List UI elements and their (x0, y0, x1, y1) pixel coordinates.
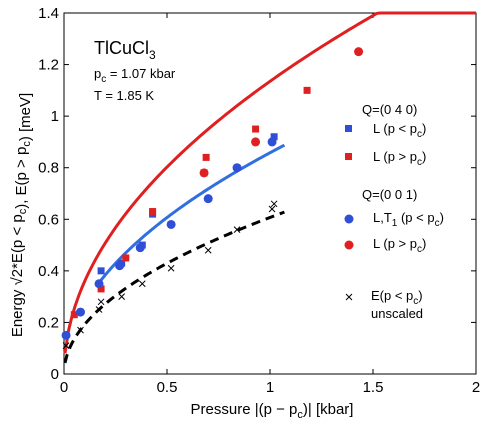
legend-marker-circle-blue (344, 214, 354, 224)
legend-group2-title: Q=(0 0 1) (362, 187, 417, 202)
legend-group1-title: Q=(0 4 0) (362, 102, 417, 117)
marker-square (97, 267, 105, 275)
y-tick-label: 0.6 (38, 211, 59, 228)
data-markers (61, 47, 364, 349)
fit-curve-1 (97, 143, 286, 284)
marker-square (252, 125, 260, 133)
legend-L-pc-gt-040: L (p > pc) (373, 149, 426, 168)
marker-x (204, 246, 212, 254)
marker-x (268, 205, 276, 213)
marker-circle (135, 243, 145, 253)
marker-circle (267, 137, 277, 147)
x-tick-label: 0.5 (157, 379, 178, 396)
marker-circle (75, 307, 85, 317)
y-tick-label: 0.4 (38, 263, 59, 280)
compound-annotation: TlCuCl3 (94, 38, 156, 62)
pc-annotation: pc = 1.07 kbar (94, 66, 176, 85)
marker-circle (94, 279, 104, 289)
y-axis-label: Energy √2*E(p < pc), E(p > pc) [meV] (9, 93, 34, 337)
legend-marker-circle-red (344, 240, 354, 250)
y-tick-label: 1.2 (38, 57, 59, 74)
legend-LT1-pc-lt-001: L,T1 (p < pc) (373, 210, 444, 229)
marker-circle (166, 219, 176, 229)
x-axis-label: Pressure |(p − pc)| [kbar] (191, 401, 354, 421)
x-tick-label: 1.5 (363, 379, 384, 396)
marker-circle (115, 261, 125, 271)
marker-circle (61, 330, 71, 340)
y-tick-label: 0.8 (38, 160, 59, 177)
y-tick-label: 0.2 (38, 314, 59, 331)
marker-square (70, 311, 78, 319)
marker-circle (354, 47, 364, 57)
y-tick-label: 1 (51, 108, 59, 125)
legend-L-pc-gt-001: L (p > pc) (373, 236, 426, 255)
marker-circle (203, 194, 213, 204)
marker-circle (232, 163, 242, 173)
legend-marker-square-red (345, 153, 352, 160)
marker-square (149, 208, 157, 216)
marker-circle (251, 137, 261, 147)
x-tick-label: 1 (266, 379, 274, 396)
marker-x (97, 298, 105, 306)
y-tick-label: 1.4 (38, 5, 59, 22)
marker-circle (199, 168, 209, 178)
marker-square (97, 285, 105, 293)
marker-x (233, 226, 241, 233)
y-tick-label: 0 (51, 366, 59, 383)
legend-unscaled-line2: unscaled (371, 306, 423, 321)
marker-x (167, 264, 175, 272)
fit-curve-0 (63, 11, 476, 354)
marker-x (270, 200, 278, 208)
legend: Q=(0 4 0) L (p < pc) L (p > pc) Q=(0 0 1… (344, 102, 444, 321)
marker-x (95, 306, 103, 313)
marker-x (62, 342, 70, 349)
marker-square (202, 153, 210, 161)
legend-L-pc-lt-040: L (p < pc) (373, 121, 426, 140)
marker-square (122, 254, 130, 262)
marker-x (118, 293, 126, 300)
legend-marker-square-blue (345, 125, 352, 132)
temperature-annotation: T = 1.85 K (94, 88, 154, 103)
legend-marker-x (345, 293, 353, 301)
marker-square (303, 86, 311, 94)
marker-square (270, 133, 278, 141)
marker-x (77, 326, 84, 334)
x-tick-label: 2 (472, 379, 480, 396)
x-tick-label: 0 (60, 379, 68, 396)
marker-x (138, 280, 146, 288)
legend-unscaled-line1: E(p < pc) (371, 288, 423, 307)
axis-ticks: 0 0.5 1 1.5 2 0 0.2 0.4 0.6 0.8 1 1.2 1.4 (38, 5, 480, 396)
